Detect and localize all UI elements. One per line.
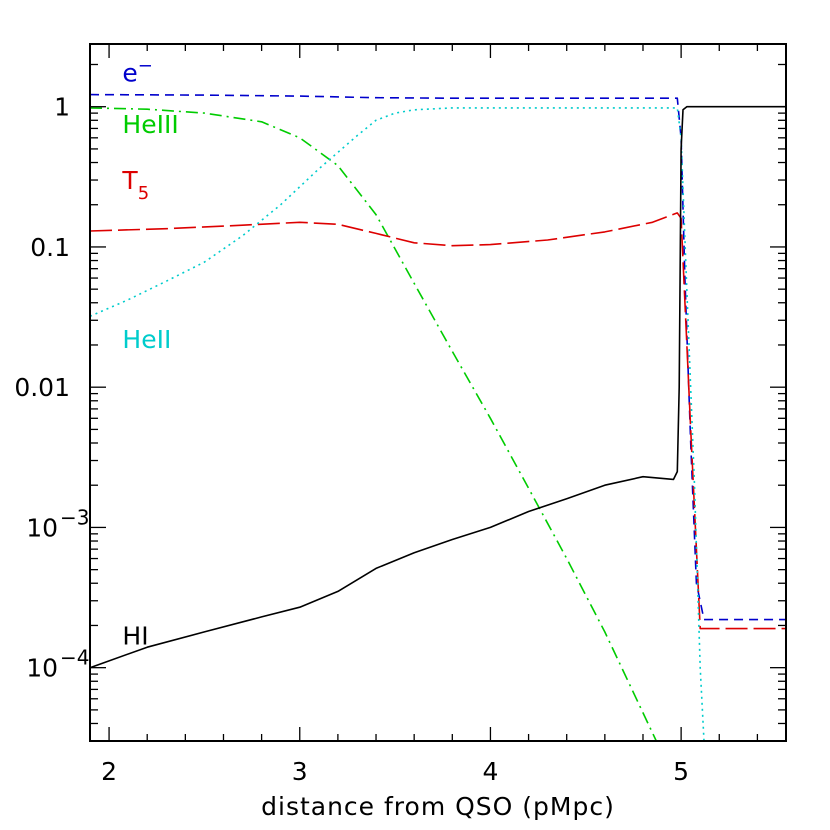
- series-label-superscript: −: [138, 56, 153, 77]
- series-line-hi: [90, 105, 786, 669]
- series-label-e: e−: [122, 56, 152, 88]
- series-line-t5: [90, 212, 786, 630]
- labels-layer: e− HeIII T5 HeII HI: [121, 56, 178, 651]
- y-tick-label: 10: [26, 513, 58, 542]
- series-label-heii: HeII: [122, 325, 171, 354]
- x-tick-label: 4: [482, 757, 498, 786]
- series-label-main: HI: [122, 621, 148, 650]
- x-tick-label: 2: [101, 757, 117, 786]
- series-label-main: e: [122, 59, 137, 88]
- x-tick-label: 5: [673, 757, 689, 786]
- x-axis-label: distance from QSO (pMpc): [261, 792, 615, 821]
- y-tick-label: 0.01: [14, 373, 70, 402]
- y-tick-label: 0.1: [30, 233, 70, 262]
- y-tick-label-exponent: −4: [60, 646, 89, 670]
- ticks-layer: 2 3 4 510 −410 −30.010.11: [14, 44, 786, 786]
- plot-frame: [89, 43, 787, 742]
- series-line-heiii: [90, 107, 658, 741]
- y-tick-label-exponent: −3: [60, 505, 89, 529]
- y-tick-label: 10: [26, 654, 58, 683]
- x-tick-label: 3: [292, 757, 308, 786]
- series-label-hi: HI: [122, 621, 148, 650]
- series-label-main: T: [121, 166, 138, 195]
- series-label-subscript: 5: [138, 183, 149, 204]
- series-label-t5: T5: [121, 166, 149, 204]
- series-line-heii: [90, 107, 705, 741]
- series-label-main: HeII: [122, 325, 171, 354]
- series-label-main: HeIII: [122, 110, 178, 139]
- series-label-heiii: HeIII: [122, 110, 178, 139]
- y-tick-label: 1: [54, 93, 70, 122]
- series-layer: [90, 93, 786, 741]
